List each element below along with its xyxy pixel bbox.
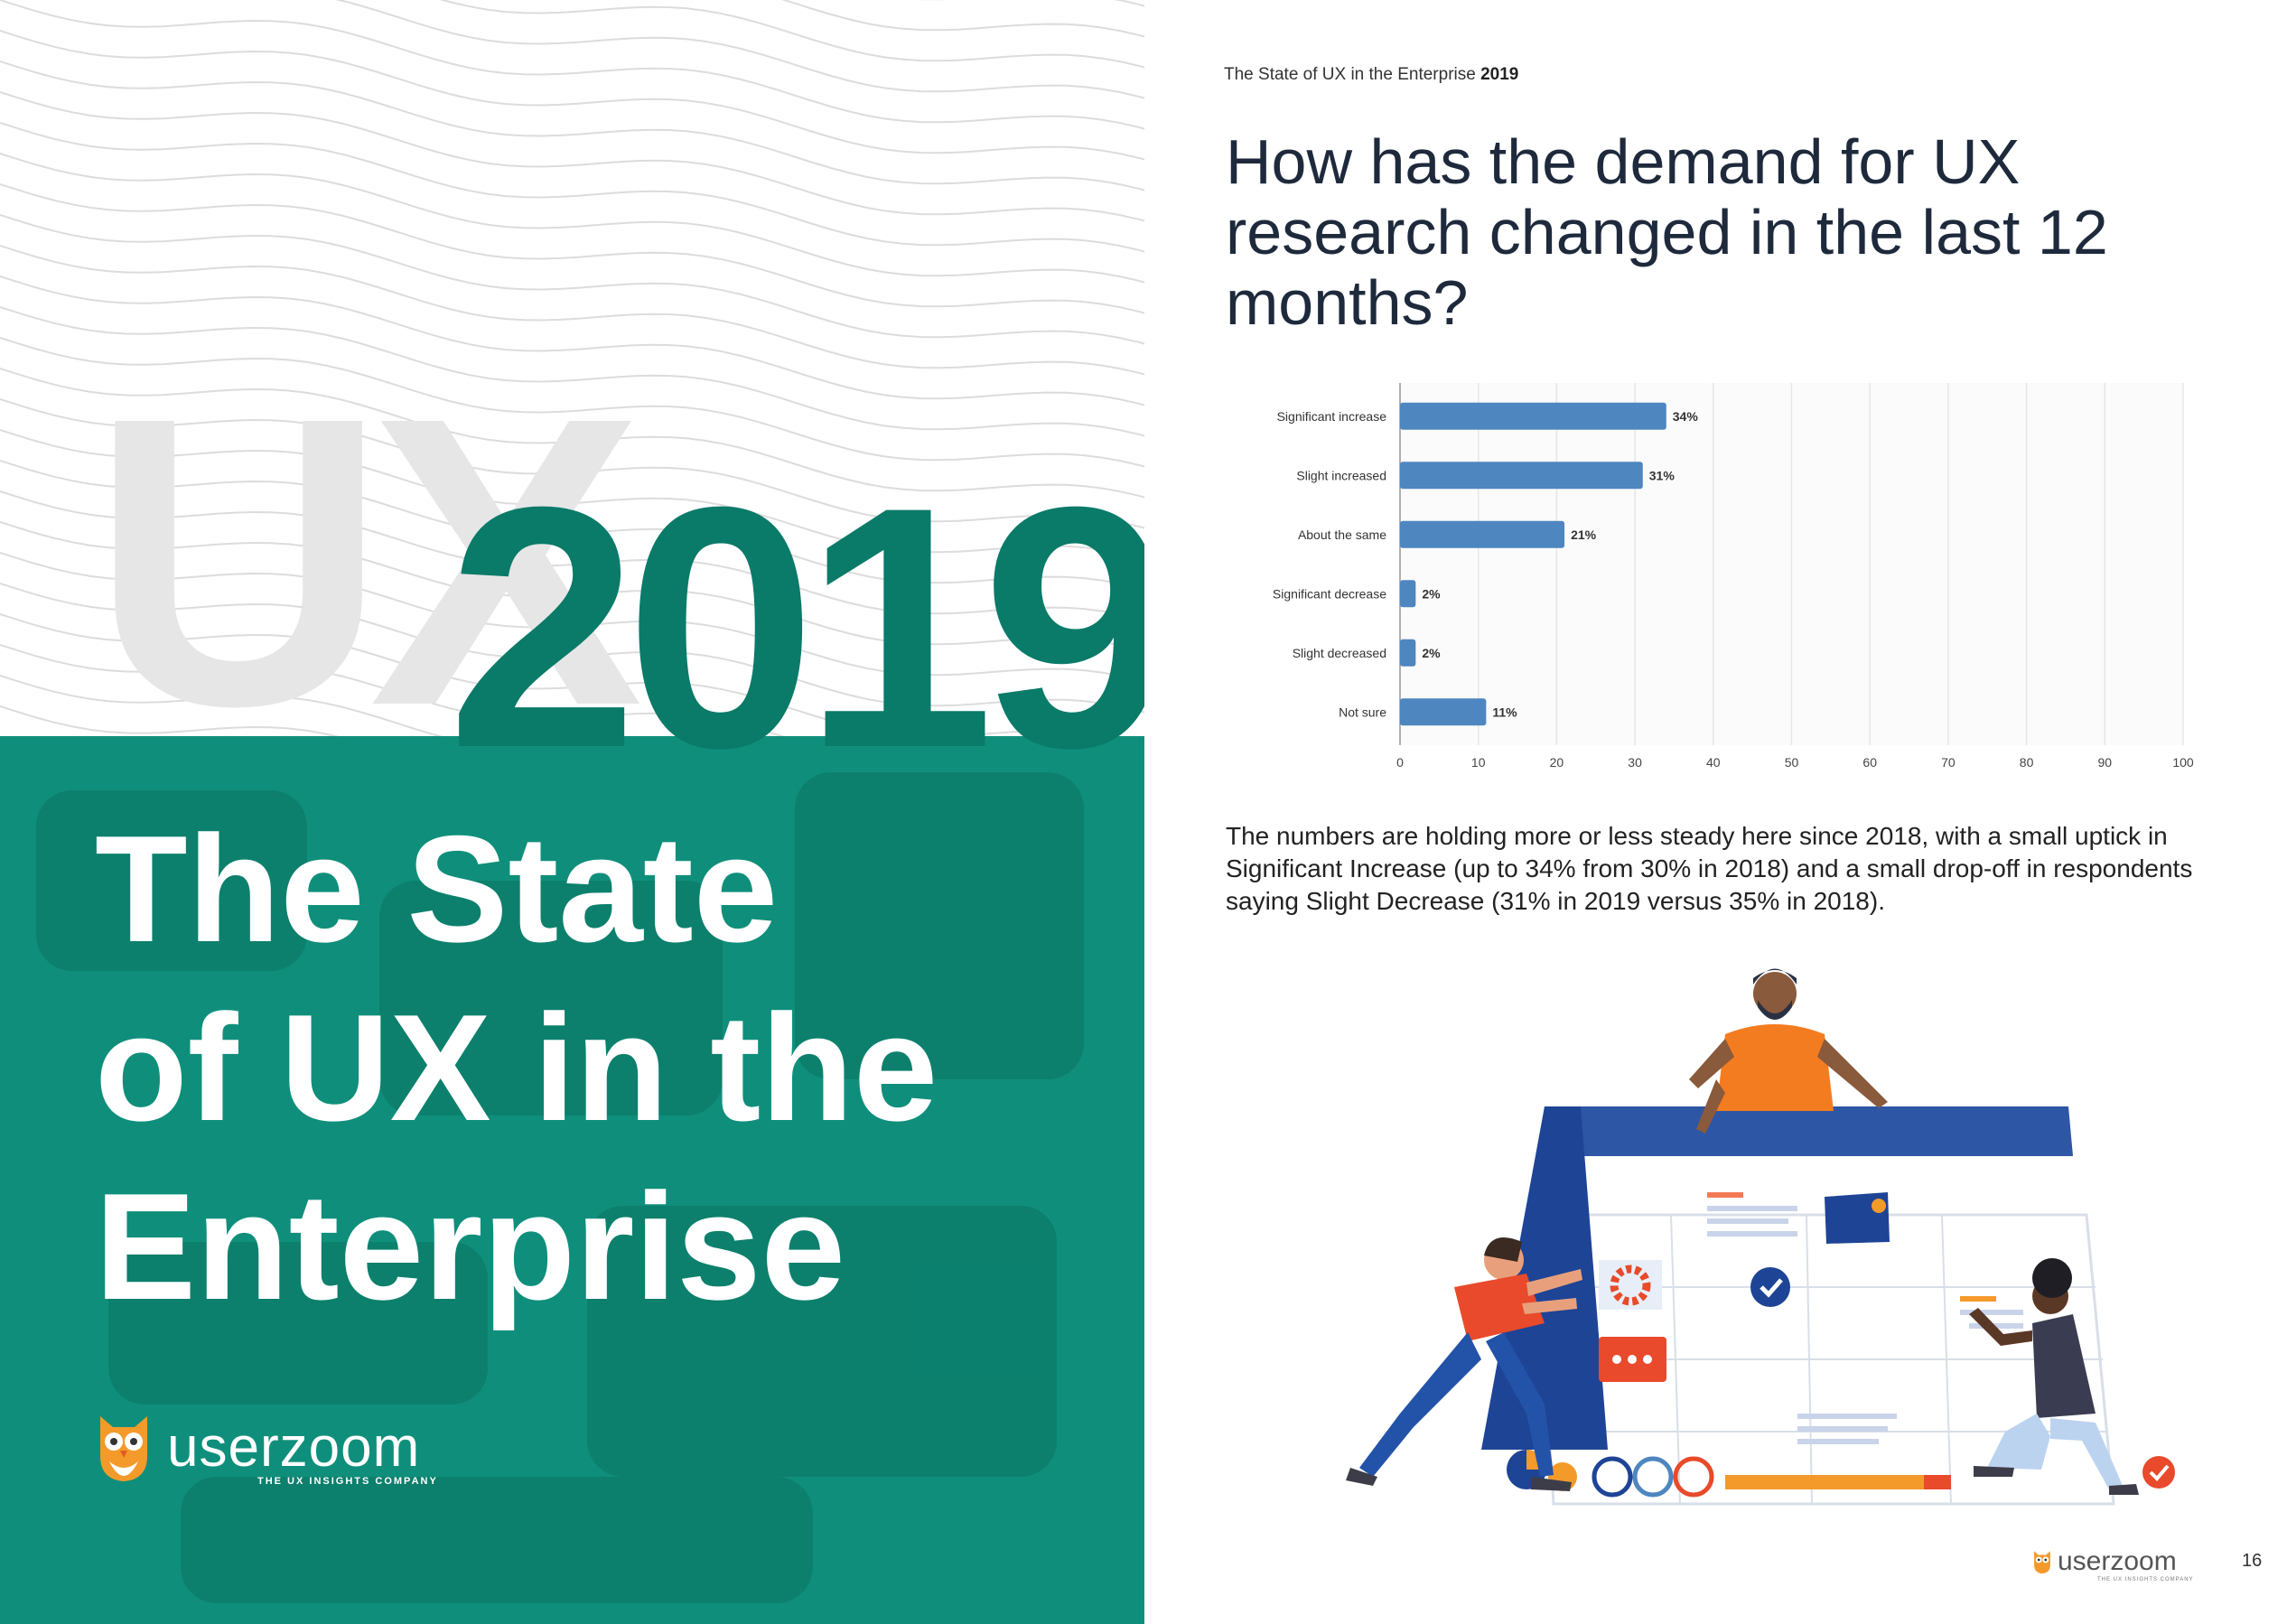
wave-line <box>0 582 1144 714</box>
summary-paragraph: The numbers are holding more or less ste… <box>1226 822 2193 915</box>
wave-line <box>0 29 1144 161</box>
gear-icon <box>1610 1265 1651 1306</box>
wave-line <box>0 490 1144 621</box>
data-label: 21% <box>1571 527 1597 542</box>
wave-line <box>0 674 443 736</box>
wave-line <box>0 459 1144 591</box>
bar <box>1400 402 1666 430</box>
x-tick-label: 90 <box>2098 755 2113 770</box>
bar <box>1400 639 1416 667</box>
category-label: About the same <box>1298 527 1386 542</box>
wave-line <box>0 612 1120 736</box>
x-tick-label: 30 <box>1628 755 1642 770</box>
wave-line <box>0 643 785 736</box>
ux-background-text: UX <box>90 332 643 791</box>
wave-line <box>0 0 1144 130</box>
wave-line <box>0 182 1144 314</box>
page-number: 16 <box>2242 1551 2263 1571</box>
cover-year: 2019 <box>447 435 1144 819</box>
cover-title: The State of UX in the Enterprise <box>95 799 938 1336</box>
footer-logo-tagline: THE UX INSIGHTS COMPANY <box>2097 1577 2194 1582</box>
category-label: Not sure <box>1339 705 1386 719</box>
running-header-title: The State of UX in the Enterprise <box>1224 65 1476 84</box>
wave-line <box>0 367 1144 499</box>
progress-bar <box>1725 1475 1924 1489</box>
category-label: Significant increase <box>1277 409 1387 424</box>
wave-line <box>0 336 1144 468</box>
cover-title-line: The State <box>95 804 779 974</box>
data-label: 2% <box>1422 586 1441 601</box>
owl-icon <box>2034 1551 2050 1574</box>
team-calendar-illustration <box>1346 968 2175 1506</box>
calendar-header-bar <box>1540 1106 2073 1156</box>
bar-chart: 0 10 20 30 40 50 60 70 80 90 100 Significant increa… <box>1273 383 2194 770</box>
wave-line <box>0 705 340 736</box>
x-tick-label: 40 <box>1706 755 1721 770</box>
cover-photo-panel <box>0 736 1144 1624</box>
category-label: Slight increased <box>1296 468 1386 482</box>
x-tick-label: 60 <box>1862 755 1877 770</box>
wave-pattern <box>0 0 1144 736</box>
wave-line <box>781 0 1144 38</box>
bar <box>1400 462 1643 490</box>
person-orange-shirt <box>1689 968 1888 1134</box>
wave-line <box>0 152 1144 284</box>
wave-line <box>0 121 1144 253</box>
owl-icon <box>100 1416 147 1481</box>
data-label: 34% <box>1673 409 1699 424</box>
person-dark-shirt <box>1969 1258 2139 1495</box>
data-label: 11% <box>1492 705 1517 719</box>
cover-logo-wordmark: userzoom <box>167 1415 421 1479</box>
wave-line <box>0 305 1144 437</box>
footer-logo: userzoom THE UX INSIGHTS COMPANY <box>2032 1546 2193 1582</box>
wave-line <box>0 90 1144 222</box>
cover-title-line: of UX in the <box>95 983 938 1153</box>
data-label: 2% <box>1422 646 1441 660</box>
wave-line <box>0 275 1144 406</box>
data-label: 31% <box>1649 468 1676 482</box>
wave-line <box>0 244 1144 376</box>
footer-logo-wordmark: userzoom <box>2058 1546 2177 1576</box>
running-header: The State of UX in the Enterprise 2019 <box>1224 65 1518 85</box>
category-label: Slight decreased <box>1293 646 1386 660</box>
bar <box>1400 520 1565 548</box>
x-tick-label: 70 <box>1941 755 1956 770</box>
person-red-shirt <box>1346 1237 1582 1491</box>
wave-line <box>0 397 1144 529</box>
x-tick-label: 0 <box>1396 755 1404 770</box>
cover-page: UX 2019 The State of UX in the Enterpris… <box>0 0 1144 1624</box>
bar <box>1400 698 1487 726</box>
wave-line <box>0 520 1144 652</box>
running-header-year: 2019 <box>1480 65 1519 84</box>
wave-line <box>0 551 1144 683</box>
page-question: How has the demand for UX research chang… <box>1226 126 2108 338</box>
wave-line <box>335 0 1144 99</box>
cover-logo: userzoom THE UX INSIGHTS COMPANY <box>95 1411 436 1487</box>
bar <box>1400 580 1416 608</box>
x-tick-label: 100 <box>2172 755 2194 770</box>
x-tick-label: 80 <box>2020 755 2034 770</box>
x-tick-label: 10 <box>1471 755 1486 770</box>
wave-line <box>0 213 1144 345</box>
wave-line <box>0 428 1144 560</box>
wave-line <box>0 60 1144 191</box>
x-tick-label: 20 <box>1550 755 1564 770</box>
category-label: Significant decrease <box>1273 586 1386 601</box>
cover-logo-tagline: THE UX INSIGHTS COMPANY <box>257 1476 438 1487</box>
check-badge-icon <box>1750 1267 1790 1307</box>
wave-line <box>439 0 1144 69</box>
cover-title-line: Enterprise <box>95 1162 845 1331</box>
check-icon <box>2142 1456 2175 1489</box>
x-tick-label: 50 <box>1785 755 1799 770</box>
